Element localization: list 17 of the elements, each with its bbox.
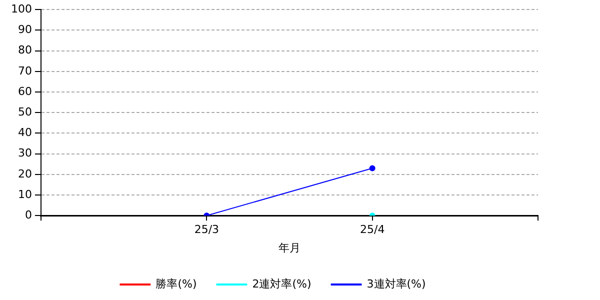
y-tick-label: 20 — [18, 167, 32, 180]
legend-label: 2連対率(%) — [252, 277, 312, 290]
y-tick-label: 90 — [18, 23, 32, 36]
legend-label: 3連対率(%) — [366, 277, 426, 290]
legend-label: 勝率(%) — [156, 277, 197, 290]
y-tick-label: 40 — [18, 126, 32, 140]
y-tick-label: 50 — [18, 105, 32, 118]
x-tick-label: 25/4 — [360, 223, 385, 236]
y-tick-label: 30 — [18, 146, 32, 160]
x-axis-title: 年月 — [278, 241, 300, 254]
y-tick-label: 10 — [18, 188, 32, 201]
y-tick-label: 0 — [24, 208, 32, 222]
y-tick-label: 100 — [10, 2, 32, 16]
y-tick-label: 60 — [18, 84, 32, 98]
y-tick-label: 70 — [18, 64, 32, 78]
x-tick-label: 25/3 — [194, 223, 220, 236]
y-tick-label: 80 — [18, 44, 32, 57]
